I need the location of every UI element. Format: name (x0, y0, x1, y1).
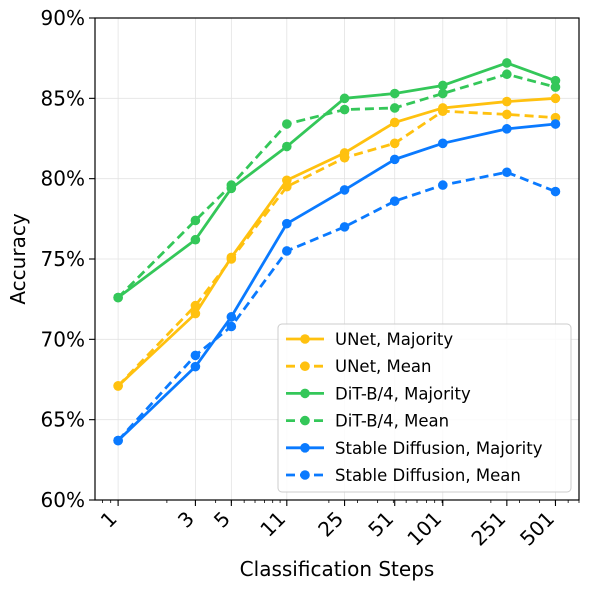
axis-ticks (89, 17, 580, 506)
data-point (389, 138, 400, 149)
x-tick-label: 25 (313, 507, 348, 542)
y-tick-label: 90% (41, 6, 85, 30)
data-point (389, 154, 400, 165)
data-point (226, 180, 237, 190)
legend-label: Stable Diffusion, Majority (335, 439, 543, 458)
legend-swatch-marker (300, 334, 310, 344)
legend-label: UNet, Majority (335, 330, 453, 349)
data-point (190, 234, 201, 245)
series-line (117, 170, 556, 442)
data-point (389, 117, 400, 128)
series-2 (113, 58, 561, 303)
y-axis-title: Accuracy (6, 213, 30, 304)
data-point (502, 124, 512, 134)
legend-entry: Stable Diffusion, Mean (286, 466, 521, 485)
legend-swatch-marker (300, 388, 310, 399)
data-point (190, 350, 201, 361)
data-point (550, 186, 561, 197)
data-point (282, 119, 292, 129)
y-tick-label: 70% (41, 327, 85, 351)
data-point (190, 308, 201, 319)
legend-entry: UNet, Majority (286, 330, 453, 349)
y-tick-label: 75% (41, 247, 85, 271)
legend-swatch-marker (300, 361, 310, 372)
series-line (117, 72, 556, 299)
data-point (190, 215, 201, 226)
series-5 (113, 167, 561, 446)
data-point (113, 435, 123, 446)
legend-swatch-marker (300, 415, 310, 426)
data-point (113, 292, 123, 303)
legend-entry: DiT-B/4, Mean (286, 412, 449, 431)
data-point (226, 254, 237, 264)
series-4 (113, 119, 561, 446)
data-point (113, 381, 123, 391)
legend-box (277, 323, 572, 493)
x-tick-label: 11 (255, 507, 290, 542)
data-point (550, 82, 561, 92)
legend-entry: DiT-B/4, Majority (286, 384, 471, 403)
legend-label: DiT-B/4, Majority (335, 384, 471, 403)
data-point (389, 88, 400, 99)
data-point (437, 80, 448, 91)
y-tick-label: 60% (41, 488, 85, 512)
data-point (226, 312, 237, 322)
legend-swatch-marker (300, 443, 310, 453)
series-1 (113, 106, 561, 391)
x-tick-label: 3 (173, 507, 199, 533)
data-point (550, 93, 561, 104)
data-point (550, 119, 561, 129)
legend-label: DiT-B/4, Mean (335, 412, 449, 431)
data-point (282, 181, 292, 192)
data-point (389, 103, 400, 113)
legend-label: UNet, Mean (335, 357, 432, 376)
y-tick-label: 80% (41, 167, 85, 191)
data-point (502, 58, 512, 68)
data-point (437, 88, 448, 99)
data-point (339, 93, 350, 104)
x-tick-label: 5 (209, 507, 235, 533)
x-tick-label: 101 (402, 507, 446, 551)
x-tick-label: 501 (515, 507, 559, 551)
data-point (339, 185, 350, 195)
x-tick-label: 1 (96, 507, 122, 533)
series-3 (113, 69, 561, 303)
x-axis-title: Classification Steps (240, 557, 435, 581)
data-point (282, 246, 292, 256)
legend-swatch-marker (300, 470, 310, 480)
data-point (226, 321, 237, 332)
data-point (437, 138, 448, 149)
data-point (339, 104, 350, 115)
data-point (339, 152, 350, 163)
data-point (502, 69, 512, 80)
data-point (389, 196, 400, 206)
legend-entry: UNet, Mean (286, 357, 432, 376)
y-tick-label: 65% (41, 408, 85, 432)
x-tick-label: 251 (466, 507, 510, 551)
legend-label: Stable Diffusion, Mean (335, 466, 521, 485)
data-point (502, 96, 512, 107)
data-point (437, 180, 448, 190)
legend: UNet, Majority UNet, Mean DiT-B/4, Majorit… (277, 323, 572, 493)
data-point (282, 218, 292, 229)
data-point (502, 167, 512, 178)
data-point (190, 361, 201, 372)
data-point (190, 300, 201, 311)
legend-entry: Stable Diffusion, Majority (286, 439, 543, 458)
data-point (282, 141, 292, 152)
data-point (339, 222, 350, 232)
data-point (502, 109, 512, 120)
y-tick-label: 85% (41, 86, 85, 110)
data-point (437, 106, 448, 116)
x-tick-label: 51 (363, 507, 398, 542)
series-layer (113, 58, 561, 446)
